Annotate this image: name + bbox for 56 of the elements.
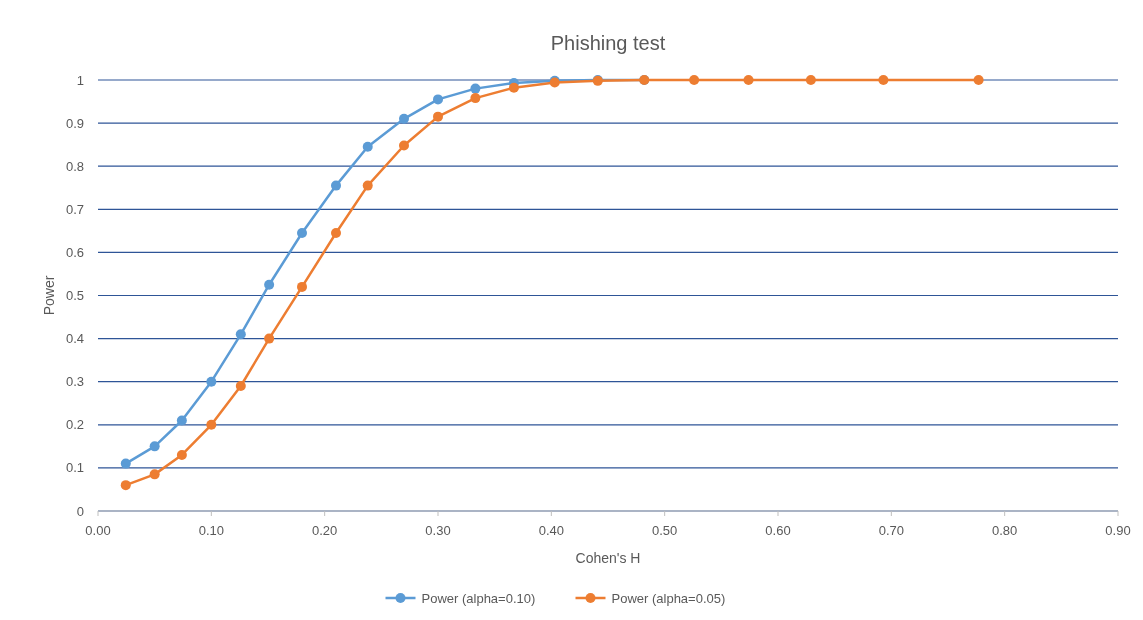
point (331, 180, 341, 191)
y-tick-label: 0 (76, 503, 84, 519)
point (264, 333, 275, 344)
point (470, 93, 481, 104)
x-tick-label: 0.50 (652, 523, 678, 538)
point (297, 228, 307, 239)
y-tick-label: 0.8 (65, 158, 84, 174)
point (120, 458, 131, 469)
y-tick-label: 0.5 (65, 288, 84, 303)
point (470, 83, 481, 94)
x-tick-label: 0.90 (1105, 523, 1131, 538)
point (206, 376, 217, 387)
x-tick-label: 0.00 (85, 523, 111, 538)
y-tick-label: 0.6 (65, 244, 84, 260)
point (508, 82, 519, 93)
y-tick-label: 1 (76, 72, 84, 88)
point (120, 480, 131, 491)
point (433, 111, 443, 122)
point (433, 94, 443, 105)
point (235, 381, 246, 392)
point (149, 469, 160, 480)
point (878, 75, 889, 85)
point (206, 419, 217, 430)
point (235, 329, 246, 340)
y-tick-label: 0.1 (65, 460, 84, 476)
y-tick-label: 0.3 (65, 374, 84, 390)
point (399, 113, 409, 124)
point (149, 441, 160, 452)
x-tick-label: 0.30 (425, 523, 451, 538)
x-axis-title: Cohen's H (575, 550, 641, 566)
y-tick-label: 0.7 (65, 201, 84, 217)
point (176, 449, 187, 460)
point (399, 140, 409, 151)
point (331, 228, 341, 239)
x-tick-label: 0.20 (312, 523, 338, 538)
y-tick-label: 0.4 (65, 331, 84, 347)
y-axis-title: Power (41, 275, 57, 316)
x-tick-label: 0.80 (992, 523, 1018, 538)
point (805, 75, 816, 85)
point (973, 75, 984, 85)
x-tick-label: 0.40 (538, 523, 564, 538)
chart-title: Phishing test (550, 32, 666, 54)
point (743, 75, 754, 85)
y-tick-label: 0.9 (65, 115, 84, 131)
point (264, 279, 275, 290)
legend-label: Power (alpha=0.05) (611, 590, 726, 606)
y-tick-label: 0.2 (65, 417, 84, 433)
point (689, 75, 700, 85)
x-tick-label: 0.60 (765, 523, 791, 538)
x-tick-label: 0.10 (198, 523, 224, 538)
point (297, 281, 307, 292)
point (176, 415, 187, 426)
legend-label: Power (alpha=0.10) (421, 590, 536, 606)
point (362, 141, 373, 152)
point (362, 180, 373, 191)
x-tick-label: 0.70 (878, 523, 904, 538)
